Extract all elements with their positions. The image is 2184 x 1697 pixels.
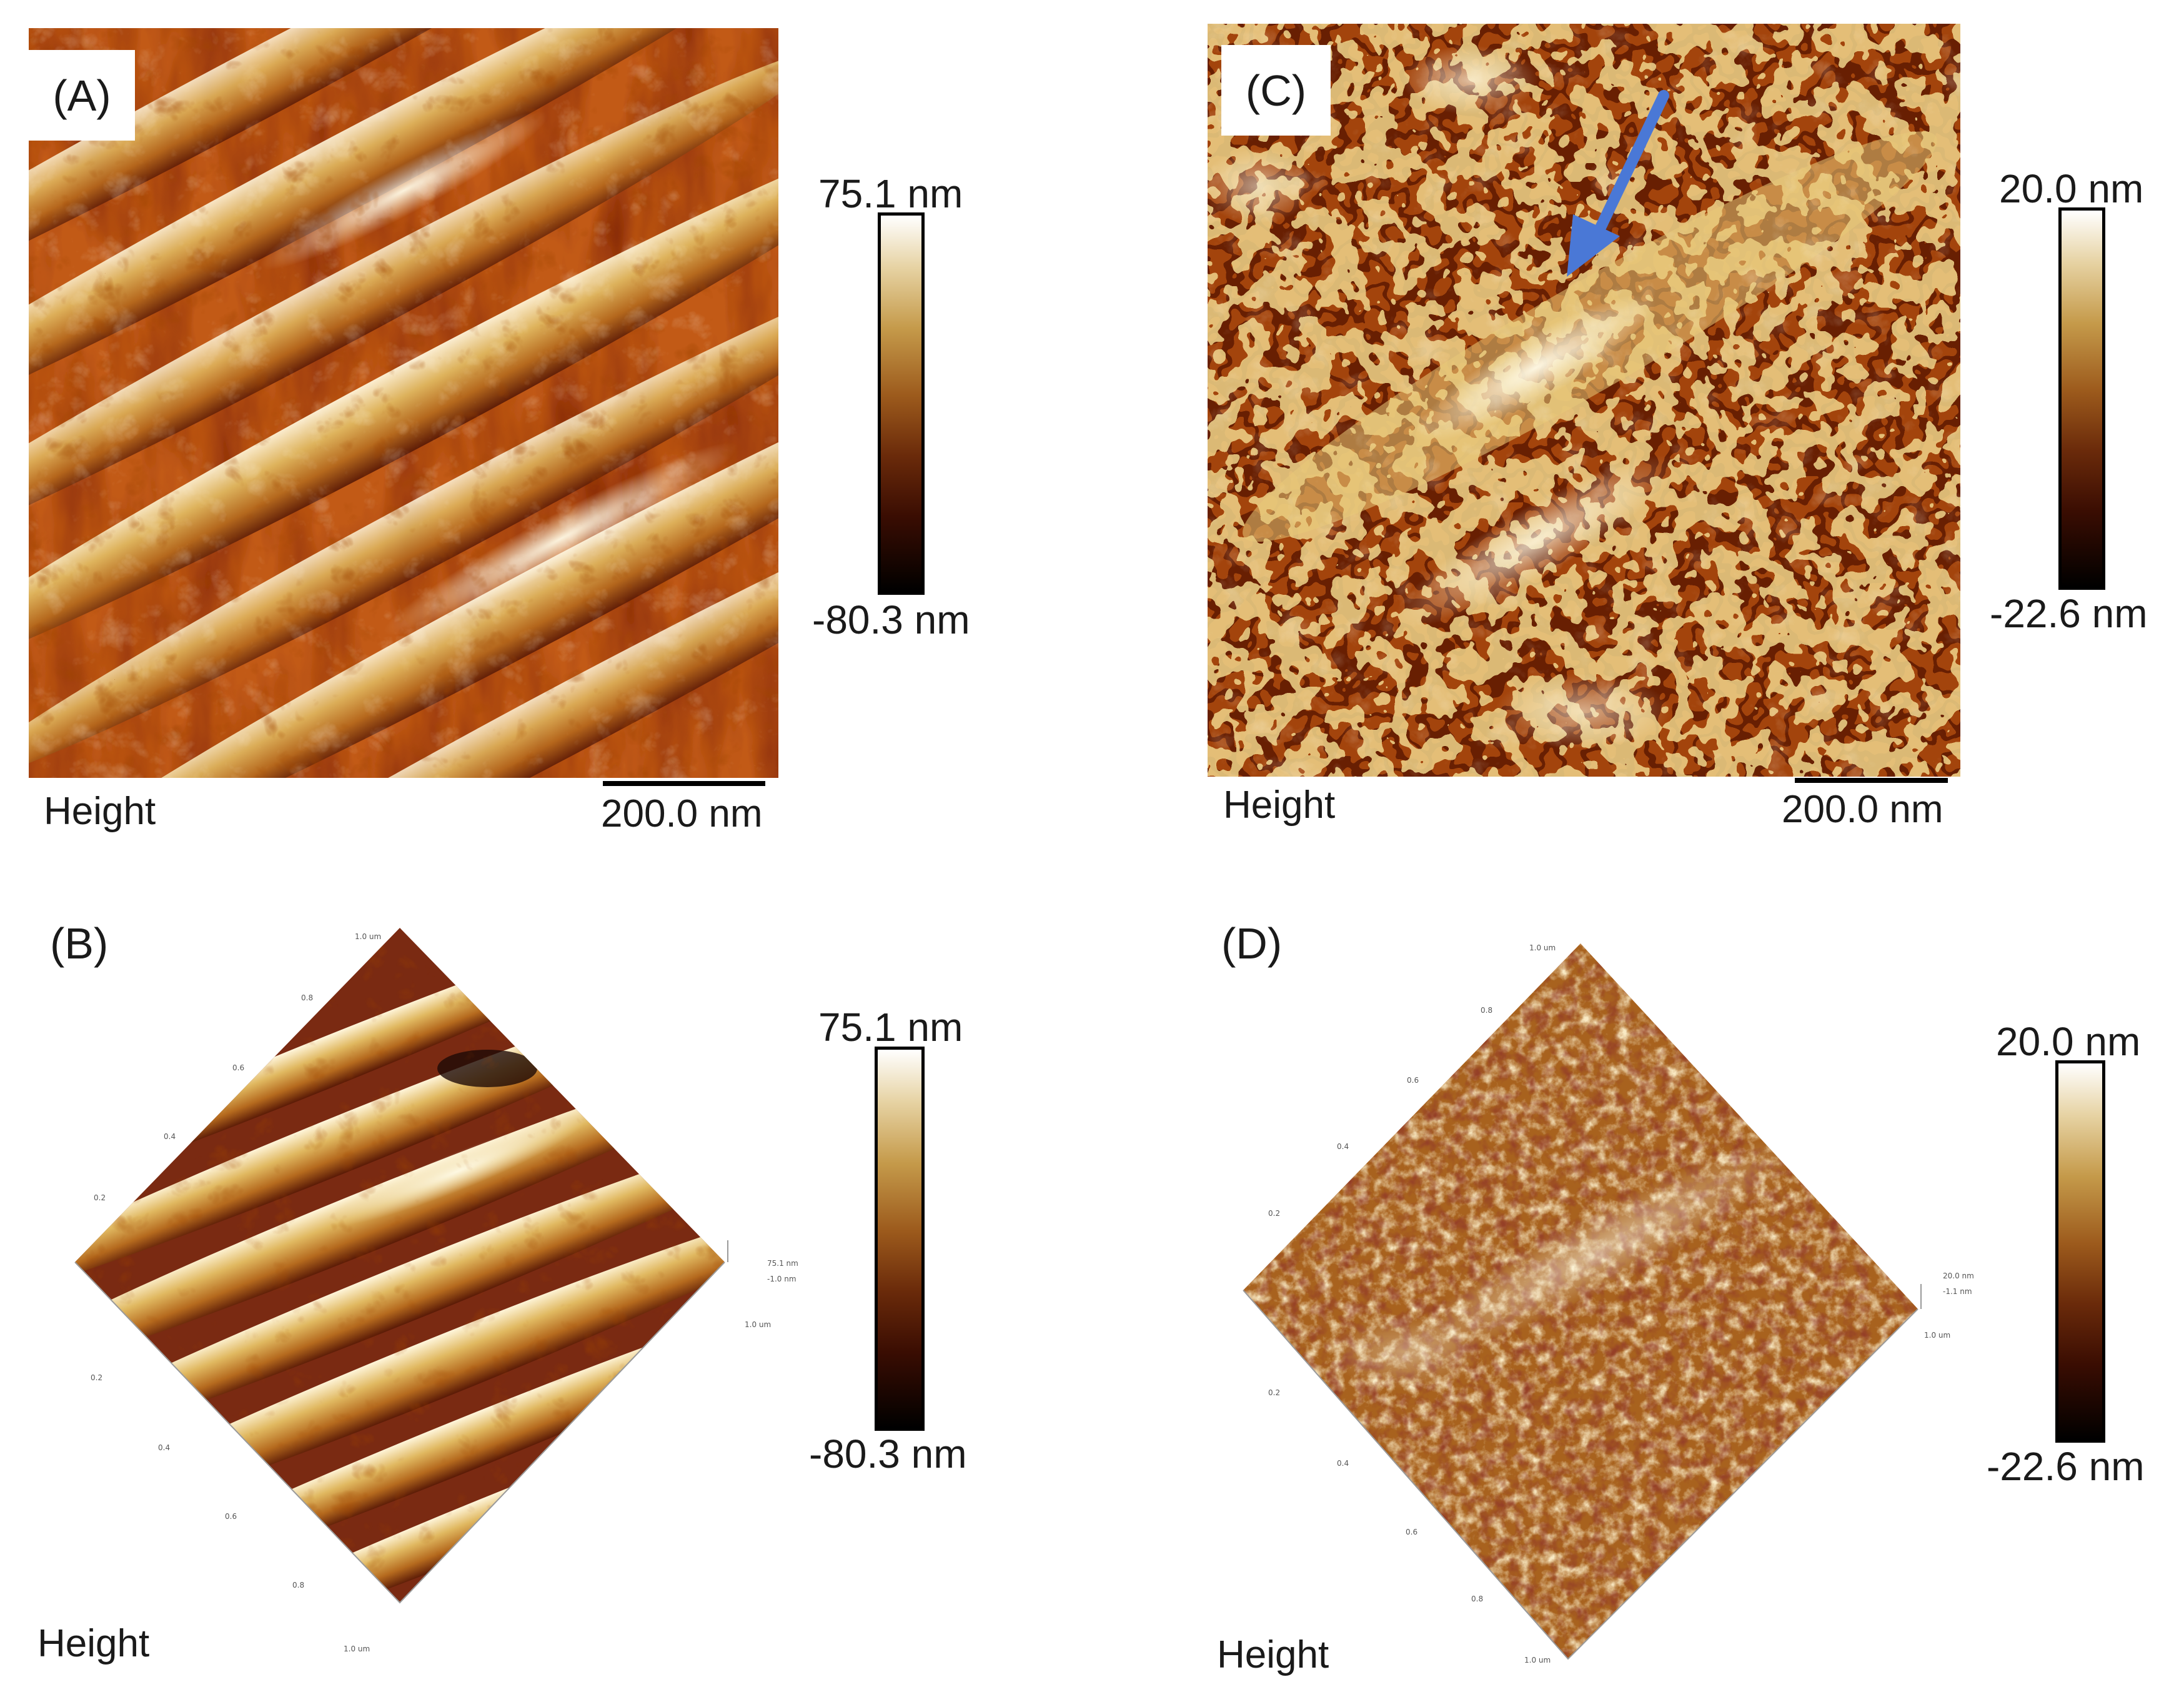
axis-tick-d-2: 0.6 xyxy=(1407,1076,1419,1085)
axis-tick-b-8: 0.8 xyxy=(292,1581,305,1590)
axis-tick-d-1: 0.8 xyxy=(1481,1006,1493,1015)
z-tick-d-0: 20.0 nm xyxy=(1943,1272,1974,1280)
axis-tick-b-0: 1.0 um xyxy=(355,932,382,941)
z-tick-b-2: -1.0 nm xyxy=(767,1275,797,1283)
z-tick-b-0: 75.1 nm xyxy=(767,1259,798,1268)
axis-tick-d-4: 0.2 xyxy=(1268,1209,1281,1218)
z-tick-d-2: -1.1 nm xyxy=(1943,1287,1972,1296)
axis-tick-d-3: 0.4 xyxy=(1337,1142,1349,1151)
scale-bar-label-c: 200.0 nm xyxy=(1782,788,1943,831)
z-tick-d-1: 1.0 um xyxy=(1924,1331,1951,1340)
height-caption-a: Height xyxy=(44,790,156,833)
axis-tick-b-6: 0.4 xyxy=(158,1443,171,1452)
afm-image-c xyxy=(1208,24,1960,777)
axis-tick-d-5: 0.2 xyxy=(1268,1388,1281,1397)
afm-3d-image-b xyxy=(74,928,728,1604)
z-tick-b-1: 1.0 um xyxy=(745,1320,772,1329)
colorbar-min-b: -80.3 nm xyxy=(809,1431,967,1476)
height-caption-d: Height xyxy=(1217,1633,1329,1676)
axis-tick-d-6: 0.4 xyxy=(1337,1459,1349,1468)
axis-tick-d-7: 0.6 xyxy=(1406,1528,1418,1536)
afm-image-a xyxy=(29,28,778,778)
axis-tick-b-9: 1.0 um xyxy=(344,1645,370,1653)
colorbar-d xyxy=(2055,1060,2105,1443)
axis-tick-b-7: 0.6 xyxy=(225,1512,237,1521)
colorbar-min-c: -22.6 nm xyxy=(1990,591,2148,636)
axis-tick-b-4: 0.2 xyxy=(94,1193,106,1202)
panel-label-a: (A) xyxy=(29,50,135,141)
panel-label-d: (D) xyxy=(1221,919,1283,968)
scale-bar-a xyxy=(603,781,765,786)
axis-tick-b-3: 0.4 xyxy=(164,1132,176,1141)
scale-bar-label-a: 200.0 nm xyxy=(601,792,763,835)
colorbar-max-b: 75.1 nm xyxy=(818,1005,963,1050)
colorbar-min-a: -80.3 nm xyxy=(812,597,970,642)
panel-label-c: (C) xyxy=(1221,45,1331,136)
axis-tick-d-8: 0.8 xyxy=(1471,1595,1484,1603)
colorbar-max-a: 75.1 nm xyxy=(818,171,963,216)
axis-tick-d-9: 1.0 um xyxy=(1524,1656,1551,1665)
colorbar-a xyxy=(878,212,925,595)
colorbar-max-d: 20.0 nm xyxy=(1996,1019,2141,1064)
colorbar-min-d: -22.6 nm xyxy=(1987,1444,2145,1489)
scale-bar-c xyxy=(1795,778,1948,783)
afm-3d-image-d xyxy=(1243,943,1922,1660)
height-caption-c: Height xyxy=(1223,784,1336,827)
colorbar-c xyxy=(2058,207,2105,590)
arrow-annotation xyxy=(1567,90,1669,277)
axis-tick-b-1: 0.8 xyxy=(301,993,314,1002)
colorbar-max-c: 20.0 nm xyxy=(1999,166,2144,211)
axis-tick-b-5: 0.2 xyxy=(91,1373,103,1382)
colorbar-b xyxy=(875,1047,925,1431)
height-caption-b: Height xyxy=(37,1622,150,1665)
axis-tick-d-0: 1.0 um xyxy=(1529,943,1556,952)
axis-tick-b-2: 0.6 xyxy=(232,1063,245,1072)
panel-label-b: (B) xyxy=(50,919,109,968)
